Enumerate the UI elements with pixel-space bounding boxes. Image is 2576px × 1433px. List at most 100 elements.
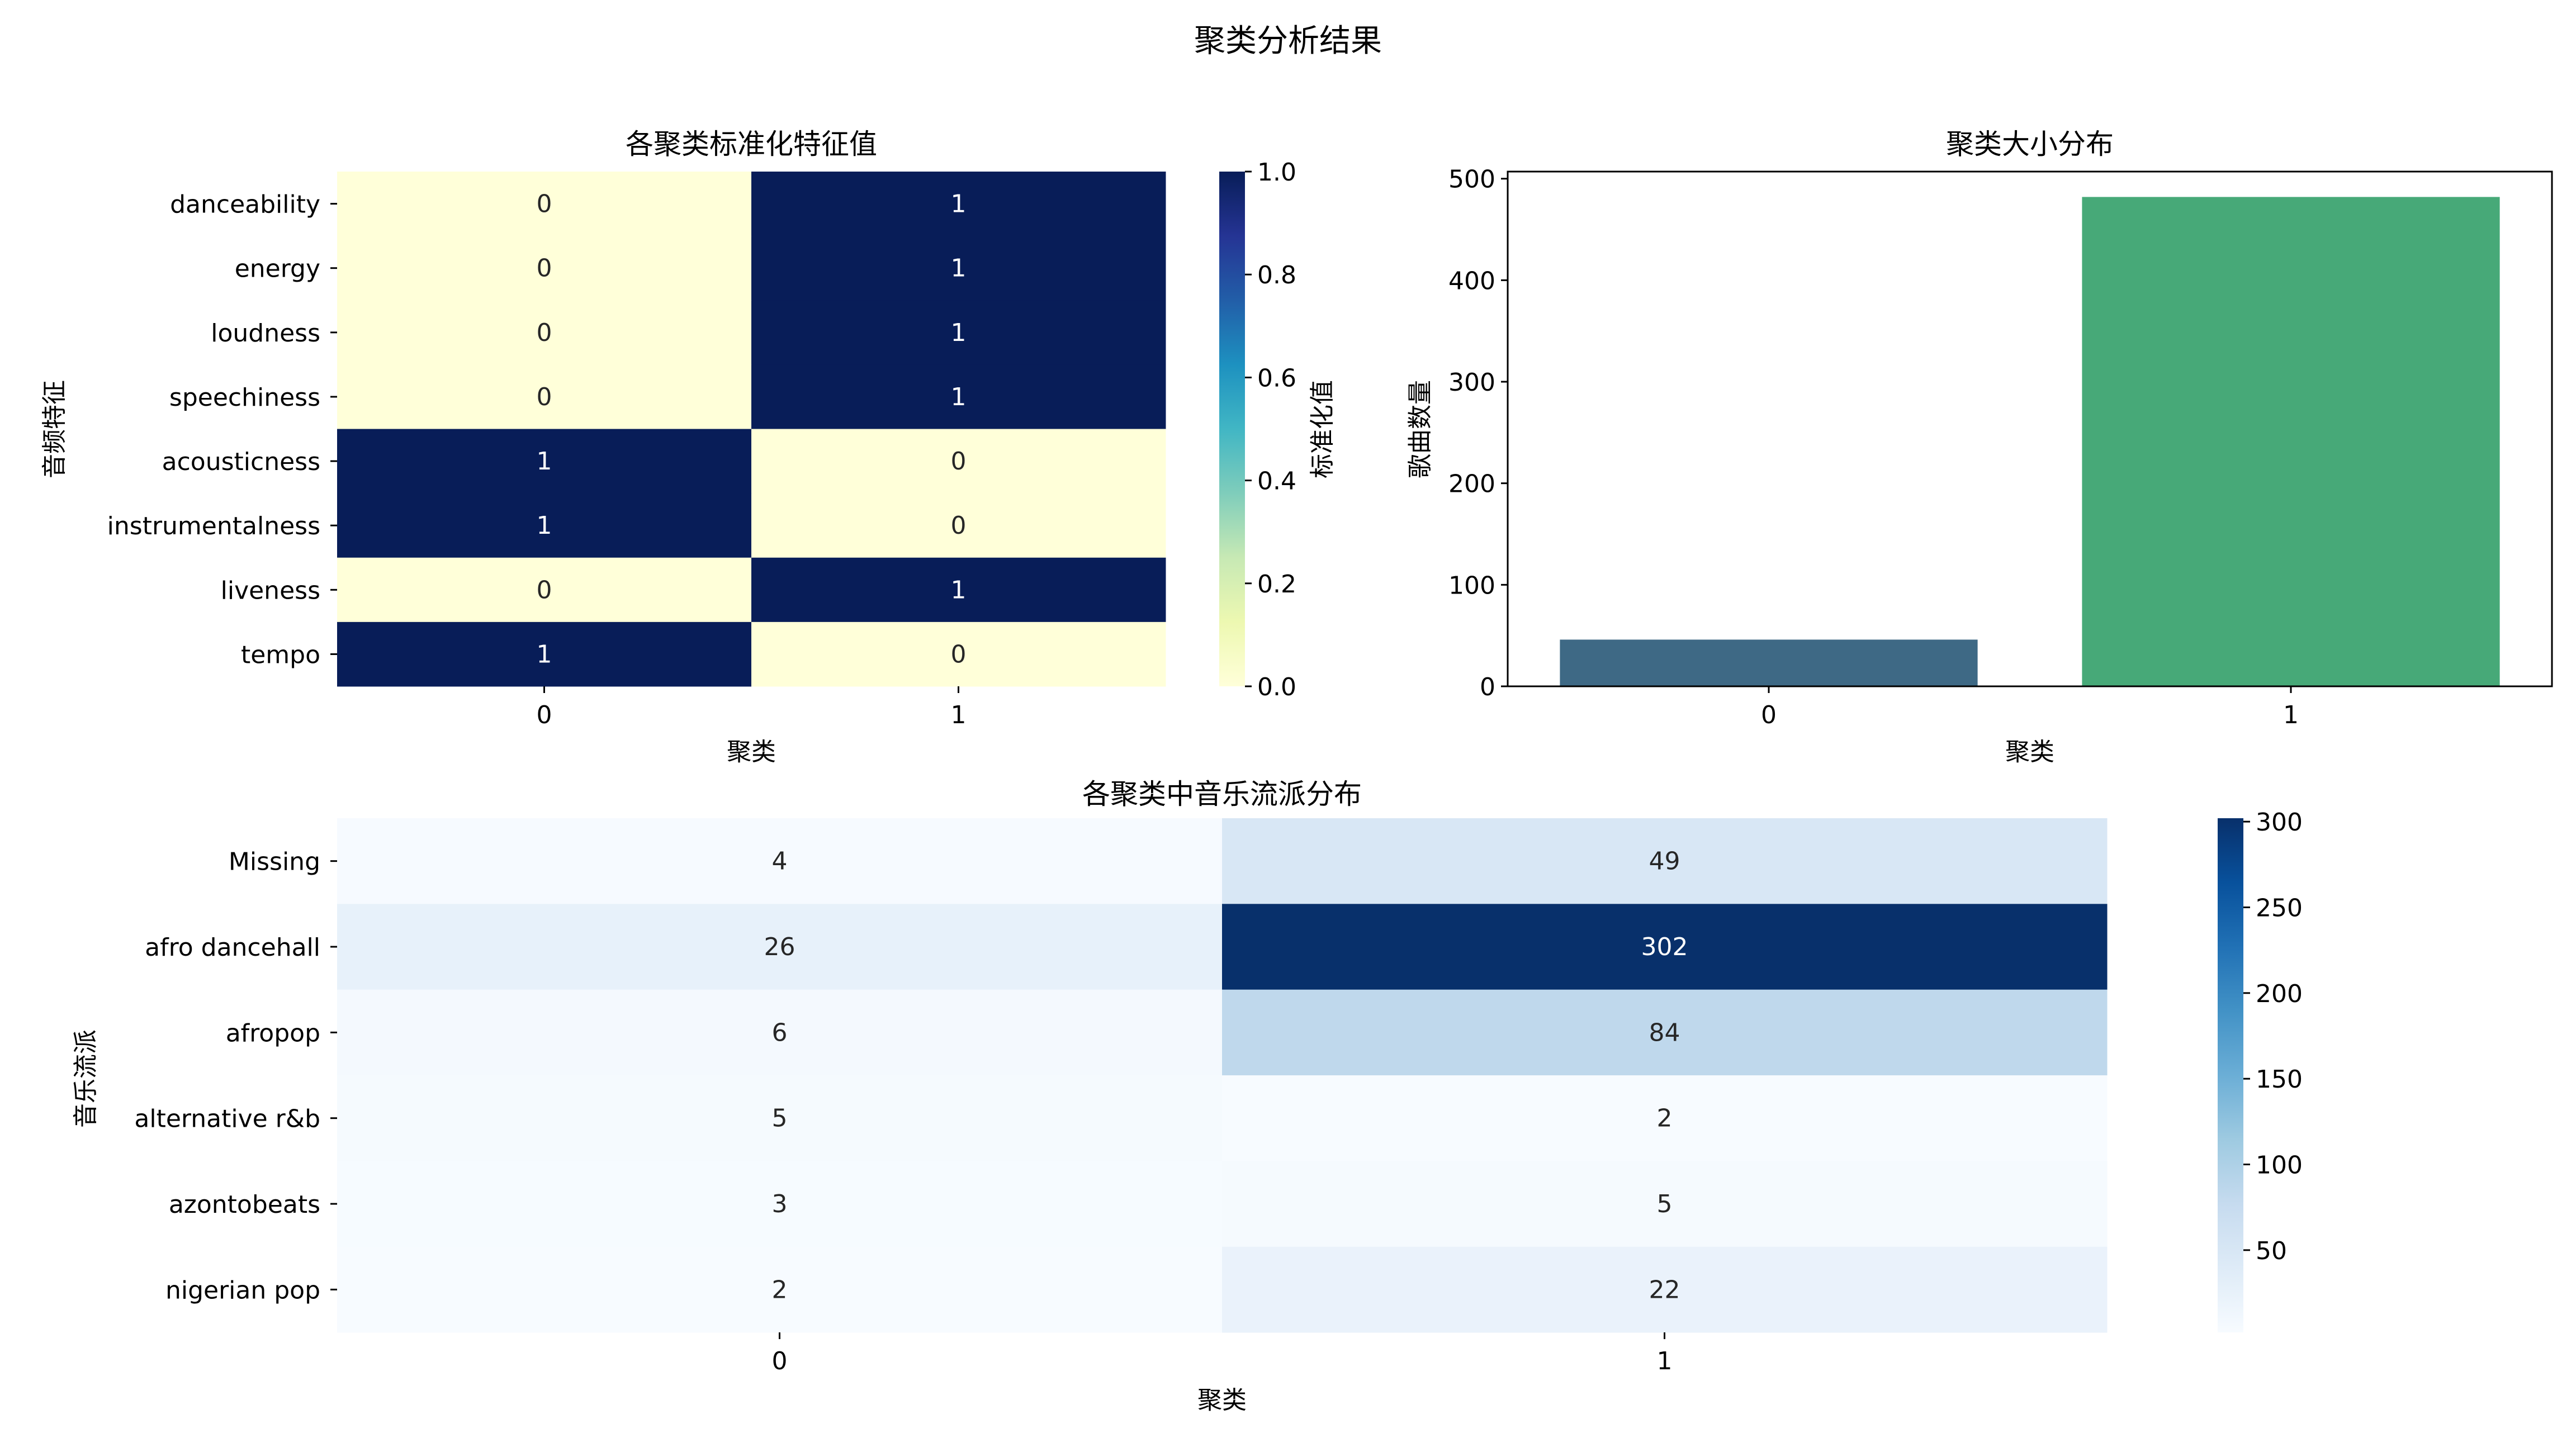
p1-annotation: 1 <box>951 383 967 411</box>
p3-cbtick-label: 50 <box>2256 1237 2287 1265</box>
feature-heatmap-cells <box>337 172 1166 687</box>
cluster-size-xtick-label: 0 <box>1761 701 1777 729</box>
p1-annotation: 1 <box>537 511 552 540</box>
cluster-size-bars <box>1560 197 2500 687</box>
p1-cell <box>337 236 752 301</box>
p3-annotation: 6 <box>772 1018 788 1047</box>
cluster-size-yticks: 0 100 200 300 400 500 <box>1448 165 1508 701</box>
p1-cell <box>751 172 1166 236</box>
p1-cbtick-label: 0.6 <box>1257 364 1296 392</box>
p3-cell <box>1222 989 2108 1076</box>
p3-cell <box>1222 904 2108 990</box>
p3-cbtick-label: 200 <box>2256 980 2303 1008</box>
p1-cbtick-label: 0.2 <box>1257 570 1296 599</box>
p3-annotation: 2 <box>1657 1104 1673 1133</box>
p1-ytick-label: energy <box>235 255 320 283</box>
p3-cbtick-label: 150 <box>2256 1065 2303 1094</box>
feature-colorbar-ticks: 0.0 0.2 0.4 0.6 0.8 1.0 <box>1245 158 1296 701</box>
p1-annotation: 0 <box>537 190 552 219</box>
p1-ytick-label: danceability <box>170 191 320 219</box>
p1-cell <box>337 172 752 236</box>
feature-colorbar <box>1219 172 1245 686</box>
feature-heatmap-panel: 各聚类标准化特征值 聚类 音频特征 0 10 10 10 11 01 00 11 0 dance… <box>40 128 1337 766</box>
p1-annotation: 0 <box>951 447 967 476</box>
p3-cbtick-label: 250 <box>2256 894 2303 922</box>
feature-heatmap-yticks: danceability energy loudness speechiness aco… <box>107 191 337 669</box>
p1-annotation: 0 <box>537 383 552 411</box>
p1-annotation: 1 <box>951 254 967 283</box>
p1-annotation: 1 <box>951 319 967 347</box>
p1-cell <box>337 557 752 623</box>
p1-xtick-label: 1 <box>951 701 967 729</box>
feature-heatmap-xlabel: 聚类 <box>727 738 776 766</box>
p1-ytick-label: speechiness <box>169 383 320 412</box>
p3-cell <box>337 818 1223 904</box>
feature-colorbar-label: 标准化值 <box>1308 380 1337 478</box>
p3-annotation: 22 <box>1649 1275 1680 1304</box>
p1-cell <box>337 621 752 687</box>
p3-ytick-label: nigerian pop <box>165 1276 320 1304</box>
p1-cbtick-label: 1.0 <box>1257 158 1296 187</box>
p1-cell <box>751 493 1166 558</box>
p1-cell <box>337 493 752 558</box>
cluster-size-title: 聚类大小分布 <box>1946 128 2114 160</box>
feature-heatmap-ylabel: 音频特征 <box>40 380 69 478</box>
genre-heatmap-yticks: Missing afro dancehall afropop alternative … <box>134 848 337 1304</box>
p1-cbtick-label: 0.0 <box>1257 673 1296 701</box>
cluster-size-bar <box>1560 639 1978 686</box>
p3-annotation: 2 <box>772 1275 788 1304</box>
p1-cell <box>337 300 752 365</box>
p3-cbtick-label: 300 <box>2256 808 2303 837</box>
cluster-size-ytick-label: 0 <box>1480 673 1495 701</box>
cluster-size-axes-frame <box>1507 170 2553 687</box>
p3-annotation: 302 <box>1641 933 1688 961</box>
p1-ytick-label: tempo <box>241 640 320 669</box>
p3-cell <box>337 1161 1223 1247</box>
feature-heatmap-title: 各聚类标准化特征值 <box>626 128 877 160</box>
cluster-size-xtick-label: 1 <box>2283 701 2299 729</box>
p1-annotation: 0 <box>537 576 552 604</box>
p1-annotation: 0 <box>951 640 967 668</box>
cluster-size-ytick-label: 200 <box>1448 470 1495 499</box>
p1-ytick-label: liveness <box>221 576 320 605</box>
p1-cbtick-label: 0.8 <box>1257 261 1296 290</box>
p3-annotation: 4 <box>772 847 788 876</box>
p3-ytick-label: azontobeats <box>169 1190 320 1219</box>
p3-ytick-label: afropop <box>226 1019 320 1047</box>
genre-heatmap-title: 各聚类中音乐流派分布 <box>1082 778 1362 810</box>
p3-cell <box>1222 1246 2108 1333</box>
cluster-size-bar <box>2082 197 2500 687</box>
p3-ytick-label: afro dancehall <box>145 933 320 962</box>
cluster-size-ytick-label: 300 <box>1448 368 1495 397</box>
cluster-size-xlabel: 聚类 <box>2005 738 2054 766</box>
p3-cell <box>1222 818 2108 904</box>
p1-cell <box>751 621 1166 687</box>
p1-annotation: 0 <box>537 319 552 347</box>
p1-cell <box>337 429 752 494</box>
genre-heatmap-ylabel: 音乐流派 <box>72 1029 100 1128</box>
p3-cell <box>337 1075 1223 1161</box>
p3-ytick-label: Missing <box>229 848 320 876</box>
p3-cell <box>337 989 1223 1076</box>
p1-ytick-label: loudness <box>211 319 320 348</box>
genre-heatmap-xlabel: 聚类 <box>1197 1386 1247 1415</box>
p1-cell <box>751 364 1166 429</box>
p1-cell <box>751 557 1166 623</box>
genre-colorbar <box>2218 818 2243 1332</box>
p1-cbtick-label: 0.4 <box>1257 467 1296 496</box>
p3-ytick-label: alternative r&b <box>134 1105 320 1133</box>
p3-annotation: 26 <box>764 933 795 961</box>
genre-heatmap-cells <box>337 818 2108 1333</box>
p1-annotation: 0 <box>951 511 967 540</box>
genre-colorbar-ticks: 50 100 150 200 250 300 <box>2243 808 2303 1265</box>
p1-cell <box>751 300 1166 365</box>
p3-annotation: 5 <box>772 1104 788 1133</box>
p3-xtick-label: 0 <box>772 1347 788 1375</box>
p1-annotation: 1 <box>951 576 967 604</box>
